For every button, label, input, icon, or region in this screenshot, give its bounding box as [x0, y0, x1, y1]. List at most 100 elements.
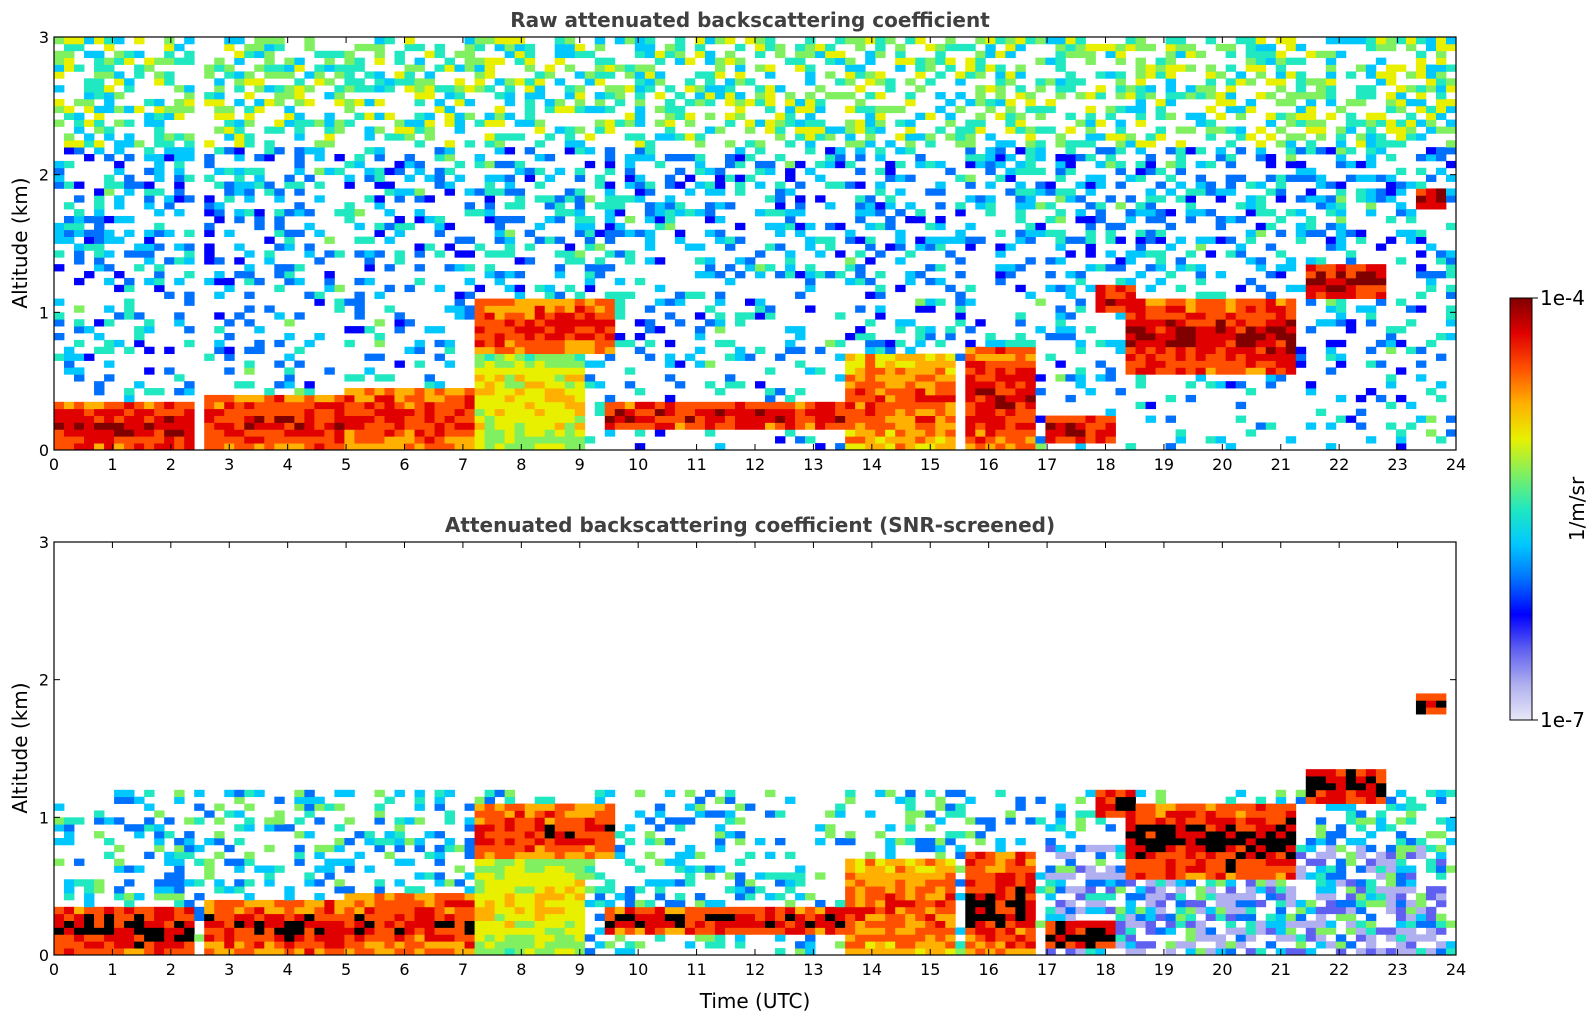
heatmap-cell — [554, 250, 566, 258]
heatmap-cell — [94, 188, 105, 196]
heatmap-cell — [474, 346, 486, 355]
heatmap-cell — [304, 443, 315, 451]
heatmap-cell — [294, 803, 305, 811]
heatmap-cell — [1315, 126, 1327, 134]
heatmap-cell — [514, 43, 526, 52]
heatmap-cell — [1065, 271, 1076, 279]
heatmap-cell — [54, 222, 65, 231]
heatmap-cell — [1355, 85, 1367, 93]
heatmap-cell — [775, 133, 786, 141]
heatmap-cell — [144, 920, 155, 928]
heatmap-cell — [1215, 305, 1227, 313]
heatmap-cell — [284, 422, 295, 430]
heatmap-cell — [374, 174, 385, 182]
heatmap-cell — [1165, 312, 1176, 320]
heatmap-cell — [644, 229, 656, 238]
heatmap-cell — [755, 167, 766, 176]
heatmap-cell — [124, 119, 135, 127]
heatmap-cell — [424, 92, 435, 100]
heatmap-cell — [724, 422, 736, 430]
heatmap-cell — [1155, 319, 1166, 327]
heatmap-cell — [84, 154, 95, 162]
x-tick-label: 21 — [1271, 455, 1291, 474]
heatmap-cell — [855, 436, 866, 444]
heatmap-cell — [915, 71, 926, 79]
heatmap-cell — [1275, 319, 1287, 327]
heatmap-cell — [1235, 401, 1247, 410]
heatmap-cell — [324, 236, 335, 244]
heatmap-cell — [1045, 215, 1056, 224]
heatmap-cell — [554, 913, 566, 921]
heatmap-cell — [294, 429, 305, 437]
heatmap-cell — [224, 64, 235, 72]
heatmap-cell — [244, 803, 255, 811]
heatmap-cell — [714, 92, 726, 100]
heatmap-cell — [905, 346, 916, 355]
heatmap-cell — [1115, 167, 1126, 176]
heatmap-cell — [1025, 92, 1036, 100]
heatmap-cell — [1385, 64, 1397, 72]
heatmap-cell — [74, 934, 85, 942]
heatmap-cell — [835, 271, 846, 279]
heatmap-cell — [154, 167, 165, 176]
heatmap-cell — [624, 381, 636, 389]
heatmap-cell — [184, 415, 195, 423]
heatmap-cell — [1195, 119, 1207, 127]
heatmap-cell — [845, 140, 856, 148]
heatmap-cell — [274, 934, 285, 942]
heatmap-cell — [1055, 229, 1066, 238]
heatmap-cell — [324, 415, 335, 423]
heatmap-cell — [875, 415, 886, 423]
heatmap-cell — [244, 360, 255, 368]
heatmap-cell — [454, 112, 465, 120]
heatmap-cell — [775, 422, 786, 430]
heatmap-cell — [795, 126, 806, 134]
heatmap-cell — [1265, 422, 1277, 430]
heatmap-cell — [434, 64, 445, 72]
heatmap-cell — [574, 250, 586, 258]
heatmap-cell — [404, 188, 415, 196]
heatmap-cell — [1025, 229, 1036, 238]
heatmap-cell — [244, 105, 255, 114]
heatmap-cell — [805, 167, 816, 176]
heatmap-cell — [1325, 222, 1337, 231]
heatmap-cell — [1215, 312, 1227, 320]
heatmap-cell — [644, 188, 656, 196]
heatmap-cell — [1405, 71, 1417, 79]
heatmap-cell — [94, 126, 105, 134]
heatmap-cell — [534, 367, 546, 375]
heatmap-cell — [805, 305, 816, 313]
heatmap-cell — [544, 291, 556, 299]
heatmap-cell — [374, 913, 385, 921]
heatmap-cell — [254, 326, 265, 334]
heatmap-cell — [1245, 105, 1257, 114]
heatmap-cell — [1265, 57, 1277, 65]
heatmap-cell — [1275, 188, 1287, 196]
heatmap-cell — [604, 147, 616, 155]
heatmap-cell — [724, 37, 736, 45]
heatmap-cell — [514, 436, 526, 444]
heatmap-cell — [104, 817, 115, 825]
heatmap-cell — [64, 831, 75, 839]
heatmap-cell — [975, 71, 986, 79]
heatmap-cell — [1055, 133, 1066, 141]
heatmap-cell — [1085, 229, 1096, 238]
heatmap-cell — [1295, 92, 1307, 100]
heatmap-cell — [204, 92, 215, 100]
heatmap-cell — [734, 154, 746, 162]
heatmap-cell — [134, 920, 145, 928]
heatmap-cell — [1025, 133, 1036, 141]
heatmap-cell — [244, 934, 255, 942]
heatmap-cell — [454, 906, 465, 915]
heatmap-cell — [374, 408, 385, 416]
heatmap-cell — [1115, 181, 1126, 189]
heatmap-cell — [1285, 147, 1297, 155]
heatmap-cell — [1195, 50, 1207, 59]
heatmap-cell — [865, 50, 876, 59]
heatmap-cell — [1125, 43, 1136, 52]
heatmap-cell — [574, 98, 586, 107]
heatmap-cell — [74, 817, 85, 825]
heatmap-cell — [1365, 43, 1377, 52]
heatmap-cell — [374, 353, 385, 361]
heatmap-cell — [154, 388, 165, 396]
